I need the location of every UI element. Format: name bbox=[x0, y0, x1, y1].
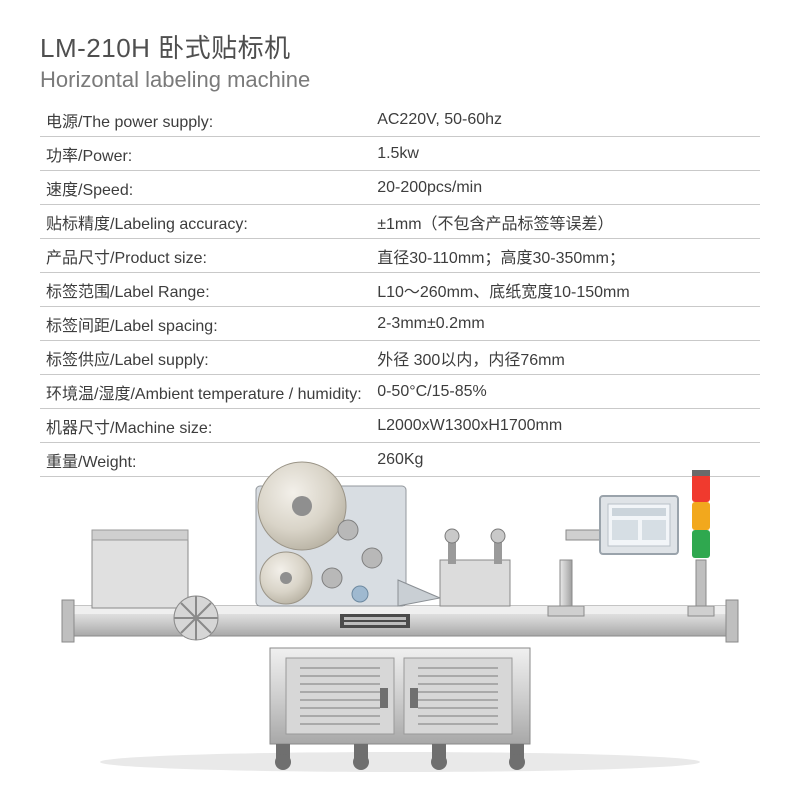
spec-value: L10～260mm、底纸宽度10-150mm bbox=[371, 273, 760, 307]
table-row: 速度/Speed:20-200pcs/min bbox=[40, 171, 760, 205]
table-row: 电源/The power supply:AC220V, 50-60hz bbox=[40, 103, 760, 137]
spec-label: 速度/Speed: bbox=[40, 171, 371, 205]
spec-value: 1.5kw bbox=[371, 137, 760, 171]
spec-value: 2-3mm±0.2mm bbox=[371, 307, 760, 341]
table-row: 环境温/湿度/Ambient temperature / humidity:0-… bbox=[40, 375, 760, 409]
spec-value: ±1mm（不包含产品标签等误差） bbox=[371, 205, 760, 239]
spec-label: 贴标精度/Labeling accuracy: bbox=[40, 205, 371, 239]
table-row: 标签范围/Label Range:L10～260mm、底纸宽度10-150mm bbox=[40, 273, 760, 307]
table-row: 标签间距/Label spacing:2-3mm±0.2mm bbox=[40, 307, 760, 341]
spec-value: 直径30-110mm；高度30-350mm； bbox=[371, 239, 760, 273]
spec-label: 环境温/湿度/Ambient temperature / humidity: bbox=[40, 375, 371, 409]
spec-label: 标签间距/Label spacing: bbox=[40, 307, 371, 341]
spec-label: 电源/The power supply: bbox=[40, 103, 371, 137]
title-chinese: LM-210H 卧式贴标机 bbox=[40, 28, 760, 65]
spec-label: 产品尺寸/Product size: bbox=[40, 239, 371, 273]
spec-value: 0-50°C/15-85% bbox=[371, 375, 760, 409]
spec-label: 标签供应/Label supply: bbox=[40, 341, 371, 375]
machine-illustration bbox=[0, 410, 800, 780]
spec-label: 功率/Power: bbox=[40, 137, 371, 171]
table-row: 标签供应/Label supply:外径 300以内，内径76mm bbox=[40, 341, 760, 375]
table-row: 产品尺寸/Product size:直径30-110mm；高度30-350mm； bbox=[40, 239, 760, 273]
table-row: 贴标精度/Labeling accuracy:±1mm（不包含产品标签等误差） bbox=[40, 205, 760, 239]
table-row: 功率/Power:1.5kw bbox=[40, 137, 760, 171]
spec-value: AC220V, 50-60hz bbox=[371, 103, 760, 137]
spec-value: 外径 300以内，内径76mm bbox=[371, 341, 760, 375]
spec-label: 标签范围/Label Range: bbox=[40, 273, 371, 307]
title-english: Horizontal labeling machine bbox=[40, 67, 760, 93]
spec-value: 20-200pcs/min bbox=[371, 171, 760, 205]
